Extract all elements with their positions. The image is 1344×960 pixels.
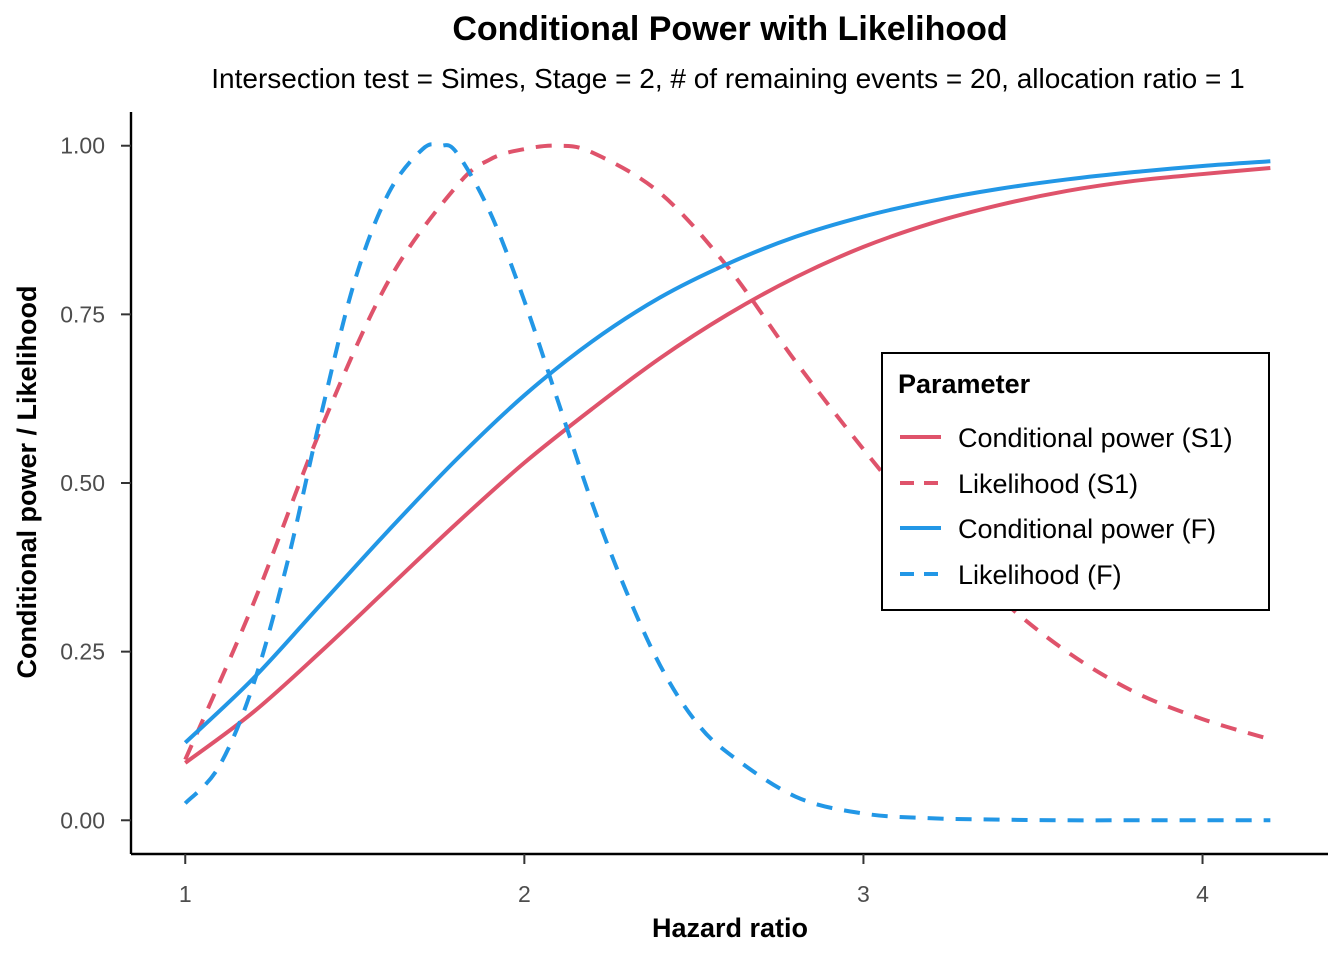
series-line-conditional-power-f [183,159,1271,745]
y-tick-label: 0.25 [60,639,105,665]
legend-box [881,352,1270,611]
legend-label: Likelihood (S1) [958,469,1138,499]
x-tick-label: 3 [857,881,870,907]
plot-area [183,142,1271,823]
series-line-conditional-power-s1 [184,165,1271,765]
legend-items: Conditional power (S1) Likelihood (S1) Con… [900,423,1233,590]
legend-label: Conditional power (S1) [958,423,1233,453]
legend-label: Conditional power (F) [958,514,1216,544]
y-tick-label: 0.00 [60,807,105,833]
x-tick-label: 4 [1196,881,1209,907]
series-line-likelihood-s1 [183,143,1271,761]
chart-title: Conditional Power with Likelihood [452,10,1007,48]
series-line-likelihood-f [183,142,1271,823]
x-tick-label: 2 [518,881,531,907]
y-tick-label: 0.50 [60,470,105,496]
chart-subtitle: Intersection test = Simes, Stage = 2, # … [211,63,1244,94]
x-axis-ticks: 1 2 3 4 [179,854,1209,907]
x-tick-label: 1 [179,881,192,907]
y-axis-ticks: 0.00 0.25 0.50 0.75 1.00 [60,133,131,833]
y-axis-label: Conditional power / Likelihood [12,286,42,679]
x-axis-label: Hazard ratio [652,913,808,943]
legend: Parameter Conditional power (S1) Likeliho… [881,352,1270,611]
y-tick-label: 0.75 [60,301,105,327]
legend-title: Parameter [898,369,1031,399]
y-tick-label: 1.00 [60,133,105,159]
legend-label: Likelihood (F) [958,560,1122,590]
